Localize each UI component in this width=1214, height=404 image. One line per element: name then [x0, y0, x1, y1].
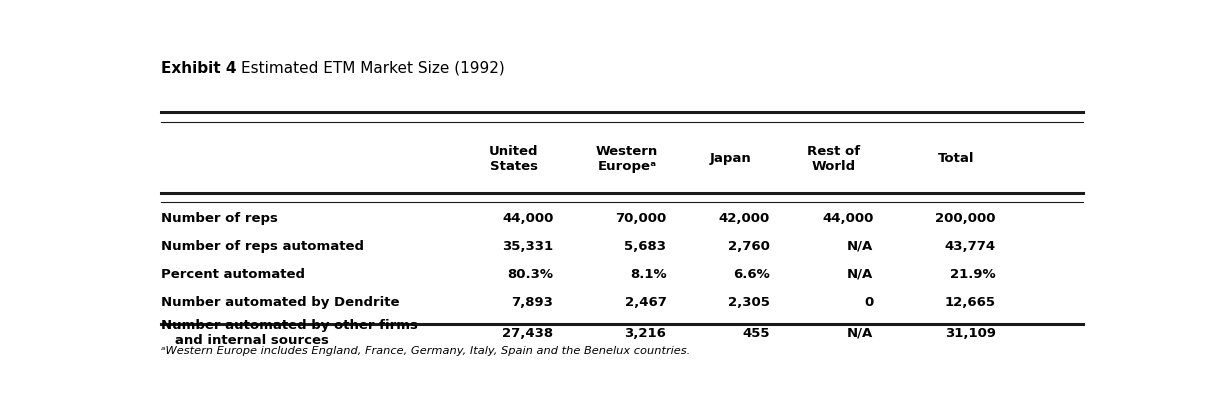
Text: United
States: United States — [489, 145, 539, 173]
Text: 8.1%: 8.1% — [630, 267, 666, 280]
Text: 21.9%: 21.9% — [951, 267, 995, 280]
Text: Japan: Japan — [709, 152, 751, 165]
Text: 6.6%: 6.6% — [733, 267, 770, 280]
Text: Rest of
World: Rest of World — [807, 145, 861, 173]
Text: 70,000: 70,000 — [615, 212, 666, 225]
Text: 455: 455 — [743, 326, 770, 340]
Text: 7,893: 7,893 — [511, 295, 554, 309]
Text: 31,109: 31,109 — [944, 326, 995, 340]
Text: Exhibit 4: Exhibit 4 — [161, 61, 237, 76]
Text: 3,216: 3,216 — [624, 326, 666, 340]
Text: 2,760: 2,760 — [728, 240, 770, 252]
Text: 5,683: 5,683 — [624, 240, 666, 252]
Text: Number automated by Dendrite: Number automated by Dendrite — [161, 295, 399, 309]
Text: 2,305: 2,305 — [728, 295, 770, 309]
Text: N/A: N/A — [847, 326, 873, 340]
Text: 27,438: 27,438 — [503, 326, 554, 340]
Text: 43,774: 43,774 — [944, 240, 995, 252]
Text: Estimated ETM Market Size (1992): Estimated ETM Market Size (1992) — [242, 61, 505, 76]
Text: Western
Europeᵃ: Western Europeᵃ — [596, 145, 658, 173]
Text: 42,000: 42,000 — [719, 212, 770, 225]
Text: 2,467: 2,467 — [624, 295, 666, 309]
Text: 44,000: 44,000 — [503, 212, 554, 225]
Text: 200,000: 200,000 — [935, 212, 995, 225]
Text: 0: 0 — [864, 295, 873, 309]
Text: ᵃWestern Europe includes England, France, Germany, Italy, Spain and the Benelux : ᵃWestern Europe includes England, France… — [161, 345, 691, 356]
Text: 12,665: 12,665 — [944, 295, 995, 309]
Text: 80.3%: 80.3% — [507, 267, 554, 280]
Text: N/A: N/A — [847, 240, 873, 252]
Text: Number automated by other firms
   and internal sources: Number automated by other firms and inte… — [161, 319, 418, 347]
Text: Total: Total — [938, 152, 975, 165]
Text: N/A: N/A — [847, 267, 873, 280]
Text: Percent automated: Percent automated — [161, 267, 305, 280]
Text: 35,331: 35,331 — [503, 240, 554, 252]
Text: Number of reps: Number of reps — [161, 212, 278, 225]
Text: Number of reps automated: Number of reps automated — [161, 240, 364, 252]
Text: 44,000: 44,000 — [822, 212, 873, 225]
